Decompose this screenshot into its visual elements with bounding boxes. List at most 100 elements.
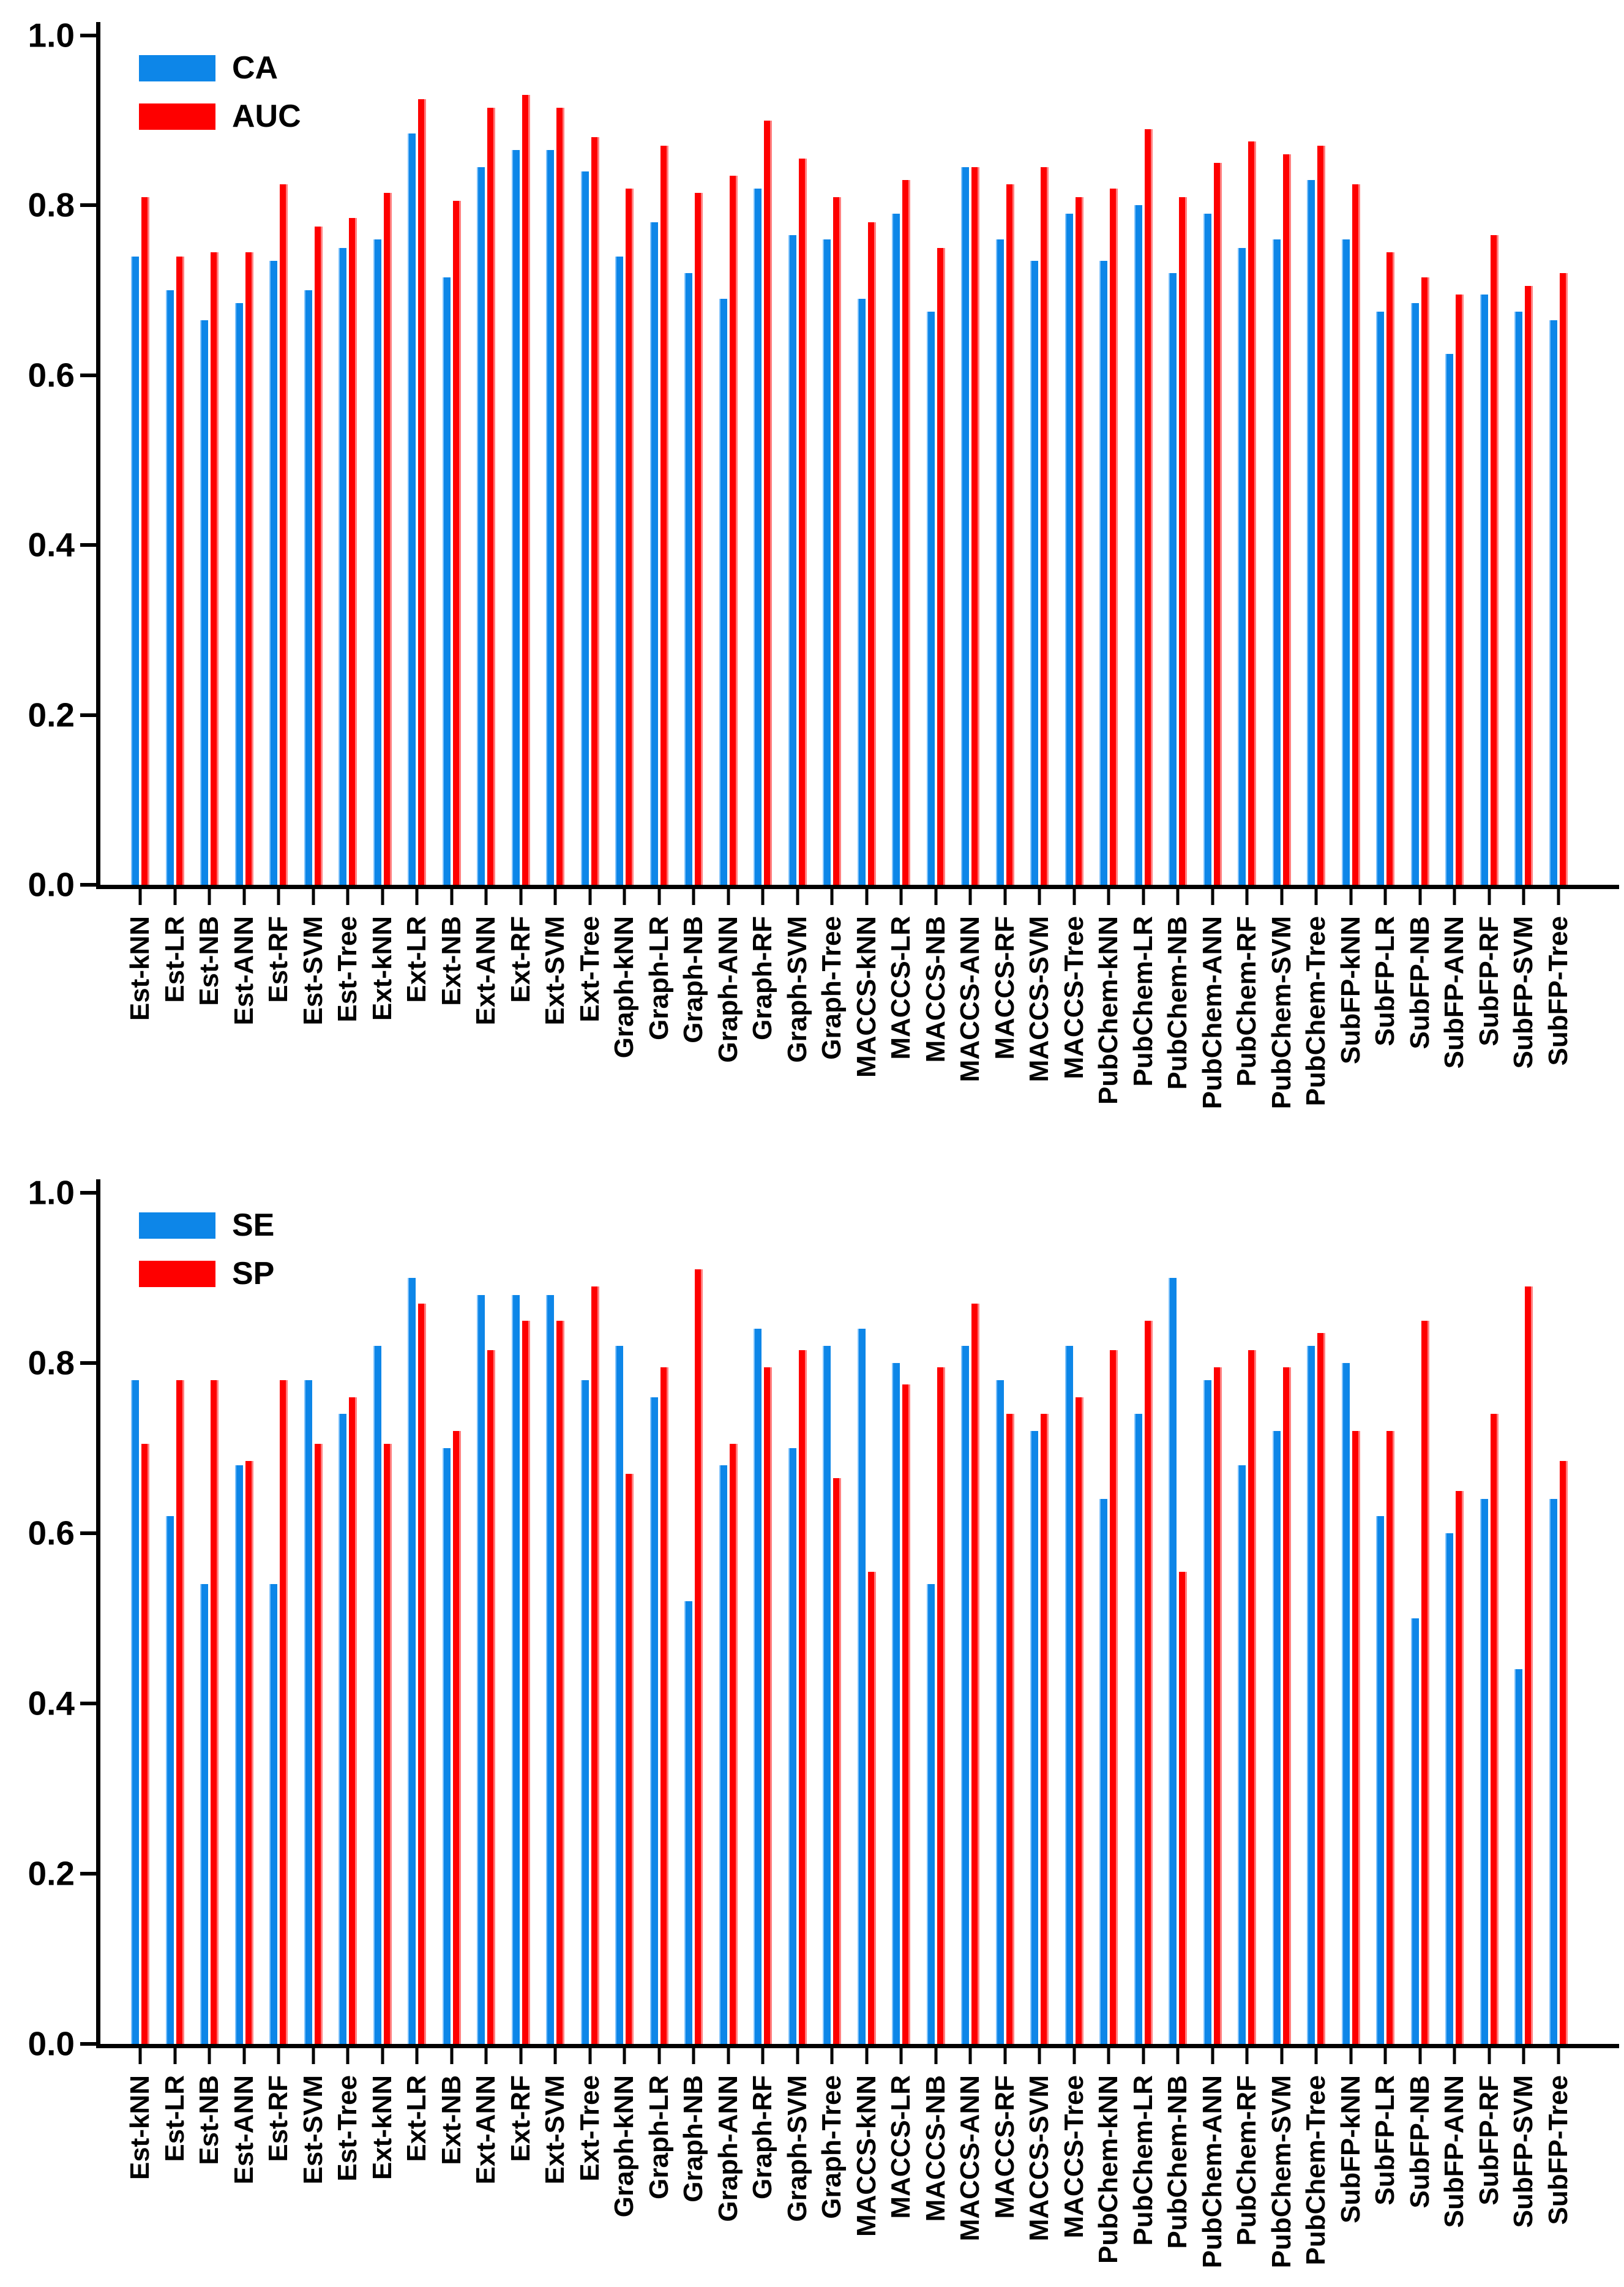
x-axis-tick — [588, 2048, 591, 2064]
x-axis-label-subfp-svm: SubFP-SVM — [1508, 916, 1538, 1069]
bar-ca-pubchem-ann — [1203, 214, 1211, 885]
bar-ca-subfp-lr — [1376, 311, 1384, 885]
x-axis-label-est-rf: Est-RF — [263, 916, 293, 1003]
x-axis-tick — [1038, 2048, 1041, 2064]
bar-se-ext-rf — [511, 1294, 520, 2044]
x-axis-tick — [312, 2048, 315, 2064]
bar-ca-maccs-ann — [961, 167, 969, 885]
x-axis-label-maccs-ann: MACCS-ANN — [955, 2075, 985, 2242]
x-axis-tick — [1038, 889, 1041, 905]
bar-ca-est-tree — [339, 247, 346, 885]
x-axis-tick — [796, 2048, 799, 2064]
bar-auc-pubchem-nb — [1179, 197, 1187, 885]
x-axis-label-ext-tree: Ext-Tree — [574, 2075, 605, 2182]
x-axis-label-ext-rf: Ext-RF — [505, 2075, 536, 2162]
x-axis-tick — [1487, 2048, 1491, 2064]
x-axis-tick — [692, 2048, 695, 2064]
x-axis-label-ext-nb: Ext-NB — [436, 916, 466, 1006]
bar-auc-pubchem-svm — [1282, 154, 1291, 885]
x-axis-label-est-knn: Est-kNN — [125, 2075, 155, 2180]
y-axis-tick — [80, 34, 96, 37]
x-axis-label-subfp-tree: SubFP-Tree — [1543, 916, 1573, 1066]
y-axis-tick — [80, 1872, 96, 1876]
bar-sp-pubchem-tree — [1317, 1333, 1325, 2044]
bar-sp-graph-lr — [660, 1367, 668, 2044]
x-axis-label-subfp-svm: SubFP-SVM — [1508, 2075, 1538, 2228]
x-axis-label-maccs-knn: MACCS-kNN — [851, 916, 881, 1078]
x-axis-label-maccs-tree: MACCS-Tree — [1058, 916, 1089, 1080]
x-axis-label-ext-lr: Ext-LR — [402, 2075, 432, 2162]
legend-swatch-blue — [139, 1212, 215, 1239]
bar-auc-ext-nb — [452, 201, 461, 885]
bar-ca-maccs-rf — [995, 239, 1004, 885]
bar-sp-subfp-ann — [1456, 1490, 1464, 2044]
bar-se-est-tree — [339, 1414, 346, 2044]
x-axis-tick — [657, 889, 660, 905]
bar-se-subfp-knn — [1341, 1363, 1350, 2044]
bar-se-subfp-tree — [1549, 1499, 1557, 2044]
x-axis-tick — [1107, 2048, 1110, 2064]
bar-sp-maccs-ann — [971, 1303, 979, 2044]
x-axis-tick — [968, 889, 972, 905]
x-axis-tick — [242, 889, 245, 905]
x-axis-tick — [1453, 2048, 1456, 2064]
bar-auc-pubchem-tree — [1317, 146, 1325, 885]
x-axis-tick — [623, 2048, 626, 2064]
x-axis-label-subfp-knn: SubFP-kNN — [1335, 2075, 1366, 2223]
legend: SE SP — [139, 1209, 274, 1290]
bar-sp-subfp-knn — [1352, 1431, 1360, 2044]
x-axis-tick — [1522, 889, 1525, 905]
x-axis-label-pubchem-ann: PubChem-ANN — [1197, 2075, 1227, 2269]
x-axis-label-graph-knn: Graph-kNN — [609, 916, 639, 1059]
y-axis-tick — [80, 883, 96, 887]
x-axis-tick — [1072, 2048, 1076, 2064]
bar-sp-pubchem-ann — [1213, 1367, 1222, 2044]
x-axis-tick — [1280, 889, 1283, 905]
x-axis-tick — [242, 2048, 245, 2064]
bar-auc-ext-rf — [522, 95, 530, 885]
x-axis-label-maccs-lr: MACCS-LR — [886, 916, 916, 1060]
x-axis-label-maccs-svm: MACCS-SVM — [1024, 2075, 1054, 2242]
x-axis-label-ext-lr: Ext-LR — [402, 916, 432, 1003]
legend-swatch-red — [139, 103, 215, 130]
x-axis-tick — [761, 2048, 765, 2064]
bar-auc-maccs-ann — [971, 167, 979, 885]
x-axis-label-est-lr: Est-LR — [159, 916, 190, 1003]
bar-sp-pubchem-rf — [1248, 1350, 1256, 2044]
bar-auc-est-nb — [211, 252, 219, 885]
x-axis-label-maccs-tree: MACCS-Tree — [1058, 2075, 1089, 2239]
x-axis-label-graph-tree: Graph-Tree — [817, 2075, 847, 2219]
bar-auc-graph-svm — [798, 159, 807, 885]
bar-auc-est-tree — [349, 218, 357, 885]
bar-se-maccs-knn — [857, 1329, 866, 2044]
x-axis-label-ext-rf: Ext-RF — [505, 916, 536, 1003]
bar-ca-ext-knn — [373, 239, 381, 885]
bar-sp-est-lr — [176, 1380, 184, 2044]
x-axis-label-graph-svm: Graph-SVM — [782, 2075, 812, 2222]
x-axis-tick — [830, 889, 834, 905]
x-axis-tick — [623, 889, 626, 905]
bar-ca-ext-rf — [511, 150, 520, 885]
bar-auc-subfp-knn — [1352, 184, 1360, 885]
x-axis-label-graph-nb: Graph-NB — [678, 916, 708, 1043]
x-axis-tick — [484, 2048, 488, 2064]
bar-auc-ext-svm — [556, 107, 564, 885]
bar-se-graph-svm — [788, 1448, 796, 2044]
bar-sp-graph-nb — [695, 1269, 703, 2044]
y-axis-tick-label: 0.2 — [28, 696, 75, 734]
x-axis-label-graph-lr: Graph-LR — [643, 916, 674, 1040]
bar-auc-subfp-rf — [1490, 235, 1499, 885]
x-axis-tick — [1176, 889, 1180, 905]
x-axis-tick — [553, 889, 557, 905]
x-axis-tick — [553, 2048, 557, 2064]
bar-sp-maccs-svm — [1041, 1414, 1049, 2044]
bar-sp-ext-nb — [452, 1431, 461, 2044]
bar-se-graph-tree — [823, 1346, 831, 2044]
y-axis-tick-label: 0.4 — [28, 1684, 75, 1722]
bar-sp-ext-lr — [418, 1303, 426, 2044]
legend-swatch-red — [139, 1260, 215, 1287]
bar-auc-ext-tree — [591, 137, 599, 885]
x-axis-tick — [1314, 2048, 1318, 2064]
bar-ca-graph-lr — [649, 222, 658, 885]
x-axis-label-ext-knn: Ext-kNN — [367, 2075, 397, 2180]
